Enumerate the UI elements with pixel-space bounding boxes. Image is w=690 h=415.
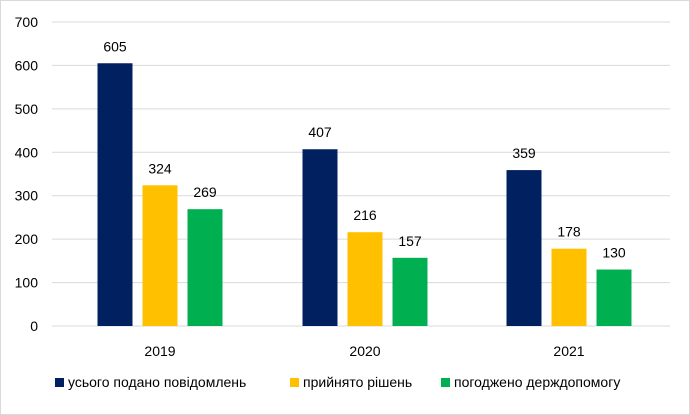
- bar-2019-series-2: [142, 185, 178, 326]
- legend-label-3: погоджено держдопомогу: [454, 374, 620, 390]
- legend-swatch-1: [55, 378, 64, 387]
- bar-2021-series-2: [551, 248, 587, 326]
- y-axis: 0 100 200 300 400 500 600 700: [15, 14, 39, 334]
- y-tick-label: 200: [15, 231, 39, 247]
- data-label: 130: [602, 245, 626, 261]
- bars: [97, 63, 632, 326]
- data-label: 178: [557, 224, 581, 240]
- data-label: 605: [103, 38, 127, 54]
- y-tick-label: 100: [15, 275, 39, 291]
- x-tick-label: 2021: [553, 343, 584, 359]
- y-tick-label: 600: [15, 57, 39, 73]
- bar-2020-series-1: [302, 149, 338, 326]
- data-label: 216: [353, 207, 377, 223]
- y-tick-label: 700: [15, 14, 39, 30]
- y-tick-label: 500: [15, 101, 39, 117]
- legend-label-1: усього подано повідомлень: [68, 374, 246, 390]
- legend-swatch-2: [290, 378, 299, 387]
- x-axis: 2019 2020 2021: [144, 343, 584, 359]
- data-label: 157: [398, 233, 422, 249]
- bar-2019-series-3: [187, 209, 223, 326]
- data-label: 269: [193, 184, 217, 200]
- y-tick-label: 0: [30, 318, 38, 334]
- bar-2020-series-3: [392, 257, 428, 326]
- data-label: 324: [148, 160, 172, 176]
- data-labels: 605 324 269 407 216 157 359 178 130: [103, 38, 626, 260]
- data-label: 407: [308, 124, 332, 140]
- x-tick-label: 2020: [349, 343, 380, 359]
- y-tick-label: 400: [15, 144, 39, 160]
- y-tick-label: 300: [15, 188, 39, 204]
- legend-label-2: прийнято рішень: [303, 374, 412, 390]
- bar-2019-series-1: [97, 63, 133, 326]
- bar-2021-series-1: [506, 170, 542, 326]
- x-tick-label: 2019: [144, 343, 175, 359]
- legend: усього подано повідомлень прийнято рішень…: [55, 374, 620, 390]
- data-label: 359: [512, 145, 536, 161]
- legend-swatch-3: [441, 378, 450, 387]
- bar-2020-series-2: [347, 232, 383, 326]
- bar-2021-series-3: [596, 269, 632, 326]
